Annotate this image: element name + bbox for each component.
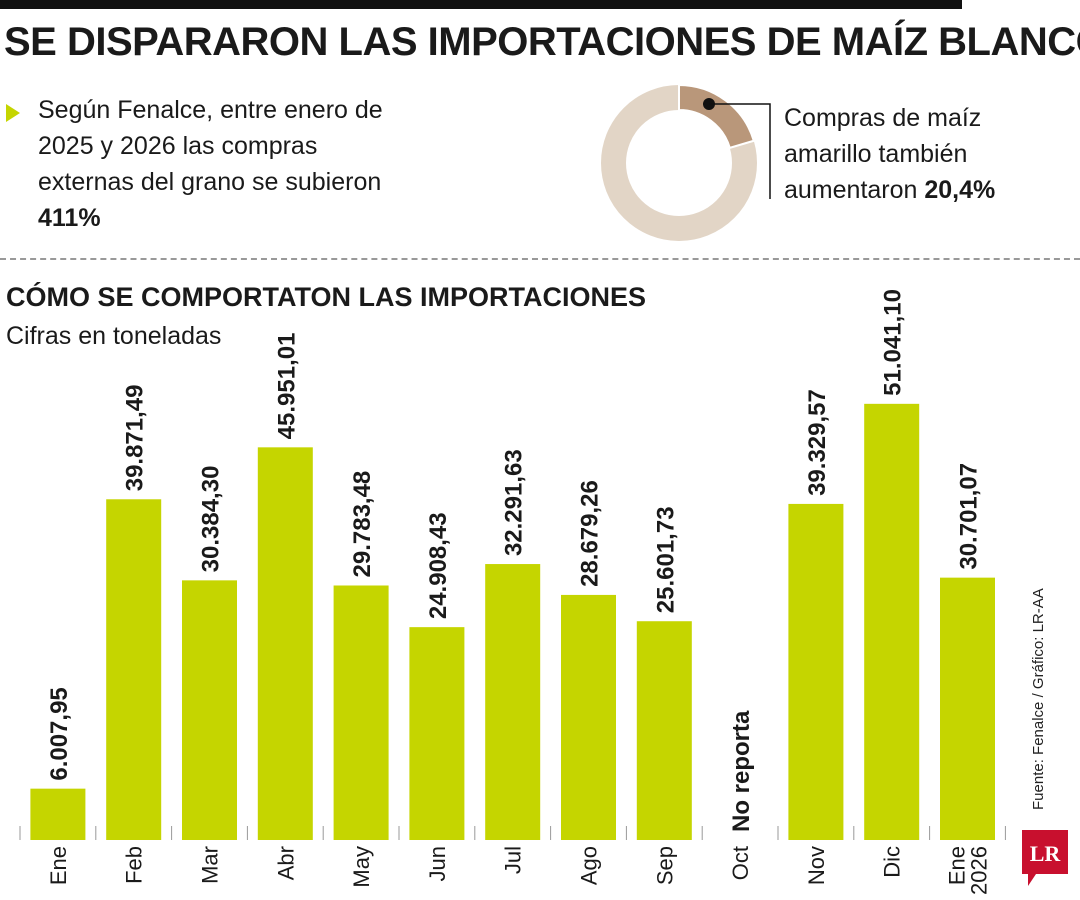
bar-value-label: 25.601,73 (652, 506, 679, 613)
bar-value-label: No reporta (728, 710, 755, 832)
bar (788, 503, 844, 840)
bar (333, 585, 389, 840)
bar (257, 447, 313, 840)
top-rule (0, 0, 962, 9)
intro-body: Según Fenalce, entre enero de 2025 y 202… (38, 96, 383, 196)
x-tick-label: Ago (577, 846, 602, 885)
bar-value-label: 29.783,48 (349, 471, 376, 578)
bar (485, 564, 541, 840)
lr-logo: LR (1022, 830, 1068, 886)
bar-value-label: 30.384,30 (198, 466, 225, 573)
bar (940, 577, 995, 840)
x-tick-label: Feb (122, 846, 147, 884)
bar-value-label: 6.007,95 (46, 687, 73, 780)
source-note: Fuente: Fenalce / Gráfico: LR-AA (1030, 588, 1047, 810)
donut-share-slice (678, 83, 756, 150)
section-divider (0, 258, 1080, 260)
bar-value-label: 51.041,10 (880, 289, 907, 396)
bar-value-label: 45.951,01 (273, 333, 300, 440)
x-tick-label: Sep (652, 846, 677, 885)
yellow-corn-donut (594, 78, 764, 253)
bar-value-label: 39.871,49 (122, 384, 149, 491)
bar-value-label: 30.701,07 (956, 463, 983, 570)
x-tick-label: Jul (501, 846, 526, 874)
bar (636, 621, 692, 840)
intro-highlight: 411% (38, 204, 101, 232)
bar (30, 788, 86, 840)
donut-note: Compras de maíz amarillo también aumenta… (784, 100, 1014, 208)
x-tick-label: Mar (198, 846, 223, 884)
x-tick-label: Jun (425, 846, 450, 881)
bar (409, 627, 465, 840)
x-tick-label: Dic (880, 846, 905, 878)
donut-callout-line (703, 98, 771, 199)
bar (561, 594, 616, 840)
page-title: SE DISPARARON LAS IMPORTACIONES DE MAÍZ … (4, 20, 1080, 64)
x-tick-label: Ene2026 (945, 846, 992, 895)
x-tick-label: Oct (728, 846, 753, 880)
logo-text: LR (1030, 841, 1062, 866)
bar-value-label: 32.291,63 (501, 449, 528, 556)
intro-text: Según Fenalce, entre enero de 2025 y 202… (38, 92, 418, 236)
donut-highlight: 20,4% (924, 176, 996, 204)
donut-note-body: Compras de maíz amarillo también aumenta… (784, 104, 982, 204)
x-tick-label: Ene (46, 846, 71, 885)
x-tick-label: May (349, 846, 374, 888)
bar-value-label: 39.329,57 (804, 389, 831, 496)
bar (182, 580, 237, 840)
bar-value-label: 28.679,26 (577, 480, 604, 587)
chart-title: CÓMO SE COMPORTATON LAS IMPORTACIONES (6, 282, 647, 312)
x-tick-label: Nov (804, 846, 829, 885)
x-tick-label: Abr (273, 846, 298, 880)
bar (864, 403, 920, 840)
bullet-triangle-icon (6, 104, 20, 122)
chart-unit: Cifras en toneladas (6, 322, 222, 350)
bar-value-label: 24.908,43 (425, 512, 452, 619)
bar (106, 499, 162, 840)
